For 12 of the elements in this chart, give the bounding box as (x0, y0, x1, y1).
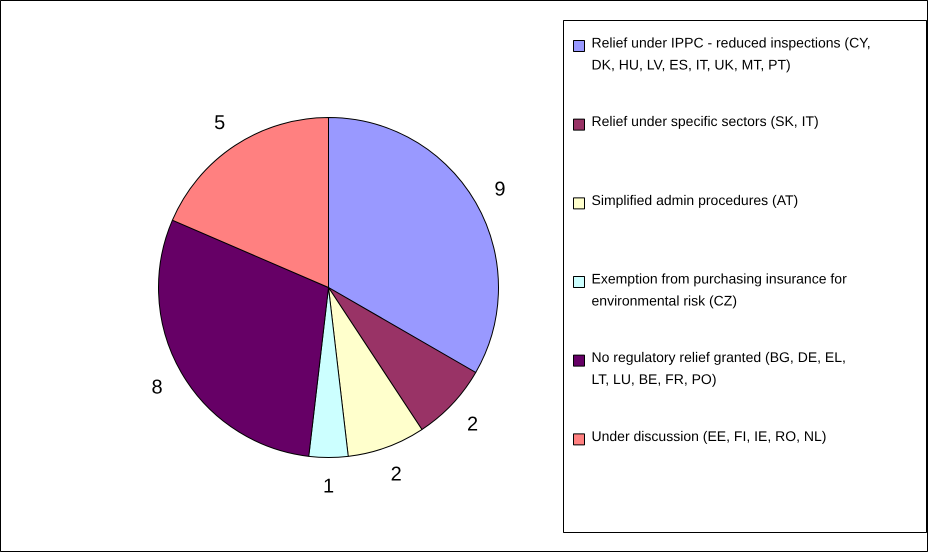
legend-label: Simplified admin procedures (AT) (592, 192, 798, 208)
data-label: 5 (214, 112, 226, 134)
data-label: 2 (466, 413, 478, 436)
data-label: 2 (390, 464, 402, 486)
legend-label: No regulatory relief granted (BG, DE, EL, LT, LU, BE, FR, PO) (592, 349, 846, 388)
legend-label: Under discussion (EE, FI, IE, RO, NL) (592, 428, 826, 444)
data-label: 9 (494, 178, 506, 200)
legend-label: Relief under IPPC - reduced inspections (CY, DK, HU, LV, ES, IT, UK, MT, PT) (592, 34, 871, 72)
data-label: 1 (322, 476, 334, 498)
data-label: 8 (151, 376, 163, 398)
legend-label: Exemption from purchasing insurance for environmental risk (CZ) (592, 270, 848, 308)
legend-label: Relief under specific sectors (SK, IT) (592, 113, 819, 130)
